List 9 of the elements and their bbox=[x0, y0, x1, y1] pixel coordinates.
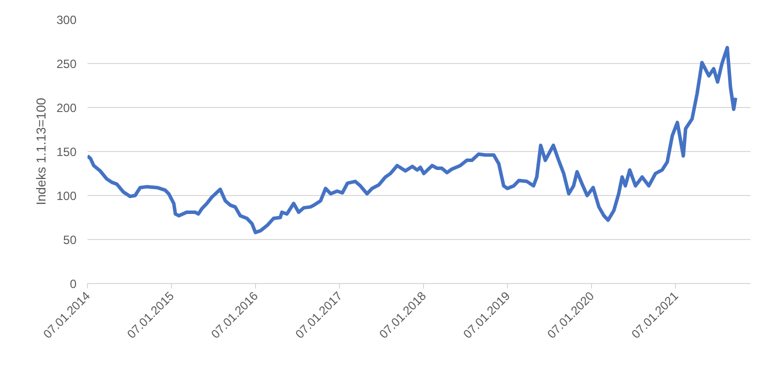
line-series bbox=[88, 46, 738, 234]
y-tick-label: 0 bbox=[70, 277, 77, 291]
y-axis-title: Indeks 1.1.13=100 bbox=[33, 98, 48, 206]
y-tick-label: 250 bbox=[56, 57, 77, 71]
y-tick-label: 300 bbox=[56, 13, 77, 27]
y-tick-label: 150 bbox=[56, 145, 77, 159]
y-tick-label: 200 bbox=[56, 101, 77, 115]
y-tick-label: 50 bbox=[63, 233, 77, 247]
y-tick-label: 100 bbox=[56, 189, 77, 203]
